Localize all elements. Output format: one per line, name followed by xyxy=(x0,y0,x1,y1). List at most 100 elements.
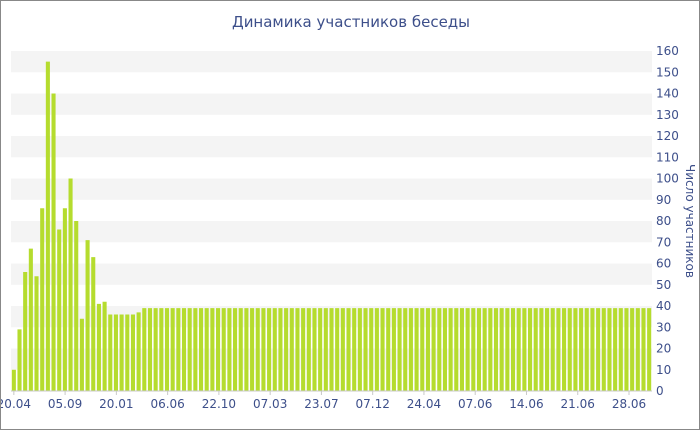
y-tick-label: 30 xyxy=(656,320,671,334)
bars xyxy=(11,61,652,392)
bar xyxy=(596,308,601,392)
bar xyxy=(250,308,255,392)
bar xyxy=(471,308,476,392)
bar xyxy=(34,276,39,391)
bar xyxy=(216,308,221,392)
bar xyxy=(414,308,419,392)
bar xyxy=(153,308,158,392)
bar xyxy=(119,314,124,391)
bar xyxy=(522,308,527,392)
bar xyxy=(108,314,113,391)
bar xyxy=(244,308,249,392)
bar xyxy=(45,61,50,392)
y-tick-label: 120 xyxy=(656,129,679,143)
bar xyxy=(352,308,357,392)
bar xyxy=(408,308,413,392)
bar xyxy=(584,308,589,392)
bar xyxy=(136,312,141,392)
bar xyxy=(147,308,153,392)
bar xyxy=(187,308,192,392)
y-tick-label: 0 xyxy=(656,384,664,398)
bar xyxy=(193,308,198,392)
bar xyxy=(550,308,555,392)
y-tick-label: 40 xyxy=(656,299,671,313)
bar xyxy=(227,308,232,392)
x-tick-label: 20.01 xyxy=(99,397,133,411)
bar xyxy=(289,308,294,392)
bar xyxy=(539,308,544,392)
bar xyxy=(448,308,453,392)
y-tick-label: 80 xyxy=(656,214,671,228)
bar xyxy=(113,314,118,391)
bar xyxy=(284,308,289,392)
bar xyxy=(130,314,135,391)
bar xyxy=(306,308,311,392)
x-tick-label: 07.12 xyxy=(356,397,390,411)
bar xyxy=(476,308,482,392)
bar xyxy=(363,308,368,392)
bar xyxy=(278,308,283,392)
y-tick-label: 150 xyxy=(656,65,679,79)
bar xyxy=(198,308,204,392)
bar xyxy=(329,308,334,392)
bar xyxy=(335,308,340,392)
grid-band xyxy=(11,221,652,243)
x-tick-label: 05.09 xyxy=(48,397,82,411)
bar xyxy=(573,308,578,392)
grid-band xyxy=(11,136,652,158)
bar xyxy=(641,308,646,392)
bar xyxy=(499,308,504,392)
bar xyxy=(62,208,67,391)
bar xyxy=(323,308,328,392)
bar xyxy=(380,308,385,392)
bar xyxy=(635,308,640,392)
x-tick-label: 28.06 xyxy=(612,397,646,411)
x-tick-label: 07.03 xyxy=(253,397,287,411)
bar xyxy=(233,308,238,392)
x-tick-label: 20.04 xyxy=(1,397,31,411)
bar xyxy=(647,308,652,392)
bar xyxy=(346,308,351,392)
bar xyxy=(221,308,226,392)
bar xyxy=(397,308,402,392)
bar xyxy=(391,308,396,392)
bar xyxy=(57,229,62,391)
bar xyxy=(403,308,408,392)
x-tick-label: 21.06 xyxy=(561,397,595,411)
bar xyxy=(176,308,181,392)
y-axis-title: Число участников xyxy=(683,164,697,278)
bar xyxy=(607,308,612,392)
bar xyxy=(357,308,362,392)
bar xyxy=(369,308,374,392)
bar xyxy=(590,308,595,392)
bar xyxy=(374,308,379,392)
bar xyxy=(238,308,243,392)
bar xyxy=(272,308,277,392)
bar xyxy=(125,314,130,391)
y-tick-label: 130 xyxy=(656,108,679,122)
bar xyxy=(28,248,33,392)
y-tick-label: 110 xyxy=(656,150,679,164)
bar xyxy=(51,93,56,391)
bar xyxy=(164,308,170,392)
bar xyxy=(68,178,73,391)
bar xyxy=(204,308,209,392)
bar xyxy=(488,308,493,392)
grid-band xyxy=(11,51,652,73)
bar xyxy=(510,308,516,392)
bar xyxy=(601,308,606,392)
grid-band xyxy=(11,263,652,285)
bar xyxy=(301,308,306,392)
bar xyxy=(613,308,618,392)
y-tick-label: 10 xyxy=(656,363,671,377)
y-tick-label: 160 xyxy=(656,44,679,58)
grid-band xyxy=(11,93,652,115)
y-tick-label: 100 xyxy=(656,172,679,186)
bar xyxy=(181,308,187,392)
bar xyxy=(210,308,215,392)
bar xyxy=(545,308,550,392)
y-tick-label: 70 xyxy=(656,235,671,249)
bar xyxy=(267,308,272,392)
